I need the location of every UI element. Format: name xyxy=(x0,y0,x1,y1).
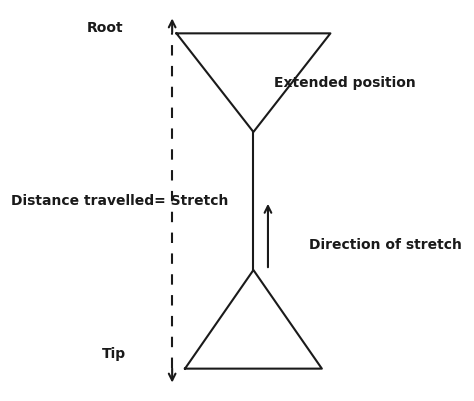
Text: Extended position: Extended position xyxy=(274,76,416,90)
Text: Root: Root xyxy=(87,21,124,35)
Text: Distance travelled= Stretch: Distance travelled= Stretch xyxy=(11,194,229,208)
Text: Direction of stretch: Direction of stretch xyxy=(309,238,462,252)
Text: Tip: Tip xyxy=(102,347,126,361)
